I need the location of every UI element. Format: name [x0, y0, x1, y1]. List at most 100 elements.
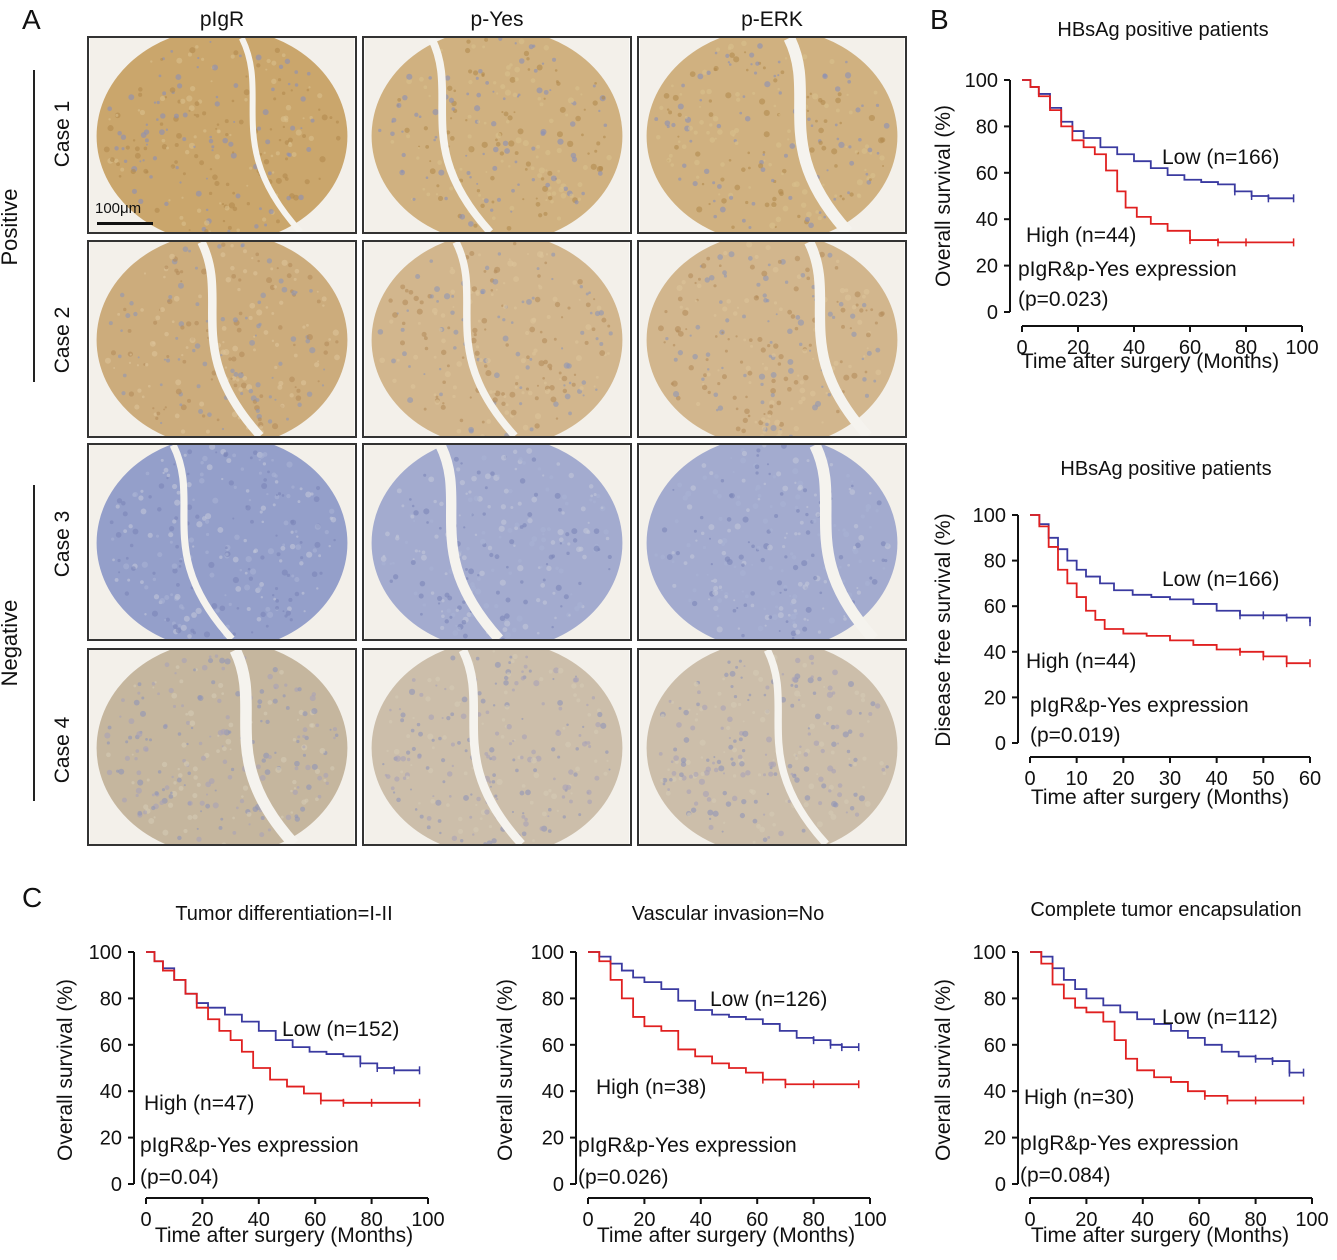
chart-2-x-tick-label: 10: [1066, 768, 1088, 790]
chart-3-label-high: High (n=47): [144, 1092, 254, 1115]
positive-group-bar: [33, 70, 35, 382]
chart-4-x-tick-label: 0: [582, 1209, 593, 1231]
chart-4-title: Vascular invasion=No: [632, 903, 825, 925]
ihc-tile-case-4-p-erk: [637, 648, 907, 846]
chart-1-x-tick-label: 80: [1235, 337, 1257, 359]
scale-bar: [97, 222, 153, 225]
chart-2-x-tick-label: 60: [1299, 768, 1321, 790]
chart-4-x-tick-label: 40: [690, 1209, 712, 1231]
chart-5-y-tick-label: 60: [984, 1035, 1006, 1057]
chart-2-x-tick-label: 50: [1252, 768, 1274, 790]
chart-1-y-tick-label: 100: [965, 70, 998, 92]
chart-3-y-tick-label: 40: [100, 1081, 122, 1103]
chart-1-series-low-line: [1022, 79, 1294, 200]
chart-2-x-tick-label: 30: [1159, 768, 1181, 790]
chart-5-x-tick-label: 80: [1244, 1209, 1266, 1231]
chart-4-x-tick-label: 60: [746, 1209, 768, 1231]
ihc-tile-case-3-p-erk: [637, 443, 907, 641]
chart-2-label-high: High (n=44): [1026, 650, 1136, 673]
ihc-tile-case-4-p-yes: [362, 648, 632, 846]
chart-3-series-high-line: [146, 951, 420, 1104]
chart-1-x-tick-label: 100: [1285, 337, 1318, 359]
chart-1-label-high: High (n=44): [1026, 224, 1136, 247]
chart-5-x-tick-label: 60: [1188, 1209, 1210, 1231]
chart-3-x-tick-label: 100: [411, 1209, 444, 1231]
column-label-p-yes: p-Yes: [470, 8, 524, 31]
chart-2-title: HBsAg positive patients: [1060, 458, 1271, 480]
chart-2-x-label: Time after surgery (Months): [1031, 786, 1289, 809]
chart-2-x-tick-label: 0: [1024, 768, 1035, 790]
chart-1-x-label: Time after surgery (Months): [1021, 350, 1279, 373]
chart-2-y-tick-label: 80: [984, 551, 1006, 573]
column-label-p-erk: p-ERK: [741, 8, 803, 31]
chart-2-annotation: pIgR&p-Yes expression: [1030, 694, 1249, 717]
chart-4-series-high-line: [588, 951, 859, 1086]
chart-2-y-tick-label: 100: [973, 505, 1006, 527]
chart-4-x-tick-label: 20: [633, 1209, 655, 1231]
chart-5-y-tick-label: 100: [973, 942, 1006, 964]
chart-5-y-tick-label: 40: [984, 1081, 1006, 1103]
chart-5-x-tick-label: 0: [1024, 1209, 1035, 1231]
chart-5-x-tick-label: 40: [1132, 1209, 1154, 1231]
chart-4-y-tick-label: 0: [553, 1174, 564, 1196]
chart-1-x-tick-label: 40: [1123, 337, 1145, 359]
chart-5-x-tick-label: 100: [1295, 1209, 1328, 1231]
chart-1-y-tick-label: 20: [976, 256, 998, 278]
chart-5-annotation: pIgR&p-Yes expression: [1020, 1132, 1239, 1155]
negative-group-bar: [33, 485, 35, 801]
chart-1-p-value: (p=0.023): [1018, 288, 1108, 311]
chart-1-y-label: Overall survival (%): [932, 105, 955, 287]
chart-5-y-label: Overall survival (%): [932, 979, 955, 1161]
chart-2-x-tick-label: 20: [1112, 768, 1134, 790]
chart-1-annotation: pIgR&p-Yes expression: [1018, 258, 1237, 281]
chart-1-label-low: Low (n=166): [1162, 146, 1279, 169]
chart-1-y-tick-label: 80: [976, 116, 998, 138]
chart-4-label-high: High (n=38): [596, 1076, 706, 1099]
chart-2-p-value: (p=0.019): [1030, 724, 1120, 747]
chart-1-y-tick-label: 0: [987, 302, 998, 324]
chart-4-annotation: pIgR&p-Yes expression: [578, 1134, 797, 1157]
chart-3-y-tick-label: 0: [111, 1174, 122, 1196]
ihc-tile-case-2-p-erk: [637, 240, 907, 438]
ihc-tile-case-2-p-yes: [362, 240, 632, 438]
chart-3-y-tick-label: 80: [100, 988, 122, 1010]
chart-3-y-tick-label: 20: [100, 1128, 122, 1150]
chart-3-x-tick-label: 0: [140, 1209, 151, 1231]
panel-letter-a: A: [22, 4, 41, 35]
ihc-tile-case-3-pigr: [87, 443, 357, 641]
chart-5-x-tick-label: 20: [1075, 1209, 1097, 1231]
chart-4-p-value: (p=0.026): [578, 1166, 668, 1189]
chart-5-label-high: High (n=30): [1024, 1086, 1134, 1109]
chart-5-label-low: Low (n=112): [1162, 1006, 1278, 1029]
chart-3-x-tick-label: 20: [191, 1209, 213, 1231]
chart-4-y-tick-label: 60: [542, 1035, 564, 1057]
column-label-pigr: pIgR: [199, 8, 245, 31]
ihc-tile-case-1-p-erk: [637, 36, 907, 234]
ihc-tile-case-4-pigr: [87, 648, 357, 846]
chart-3-x-label: Time after surgery (Months): [155, 1224, 413, 1247]
chart-5-y-tick-label: 20: [984, 1128, 1006, 1150]
ihc-tile-case-2-pigr: [87, 240, 357, 438]
chart-3-y-tick-label: 60: [100, 1035, 122, 1057]
chart-2-y-label: Disease free survival (%): [932, 513, 955, 746]
ihc-tile-case-3-p-yes: [362, 443, 632, 641]
chart-3-title: Tumor differentiation=I-II: [175, 903, 392, 925]
chart-5-y-tick-label: 0: [995, 1174, 1006, 1196]
chart-4-y-label: Overall survival (%): [494, 979, 517, 1161]
chart-3-annotation: pIgR&p-Yes expression: [140, 1134, 359, 1157]
chart-4-y-tick-label: 20: [542, 1128, 564, 1150]
chart-3-label-low: Low (n=152): [282, 1018, 399, 1041]
scale-bar-label: 100μm: [95, 200, 142, 217]
ihc-tile-case-1-p-yes: [362, 36, 632, 234]
chart-5-p-value: (p=0.084): [1020, 1164, 1110, 1187]
chart-4-y-tick-label: 40: [542, 1081, 564, 1103]
chart-5-title: Complete tumor encapsulation: [1030, 899, 1301, 921]
chart-5-y-tick-label: 80: [984, 988, 1006, 1010]
ihc-tile-case-1-pigr: [87, 36, 357, 234]
chart-4-x-tick-label: 80: [802, 1209, 824, 1231]
chart-4-y-tick-label: 80: [542, 988, 564, 1010]
chart-1-x-tick-label: 20: [1067, 337, 1089, 359]
chart-3-x-tick-label: 60: [304, 1209, 326, 1231]
chart-3-x-tick-label: 80: [360, 1209, 382, 1231]
